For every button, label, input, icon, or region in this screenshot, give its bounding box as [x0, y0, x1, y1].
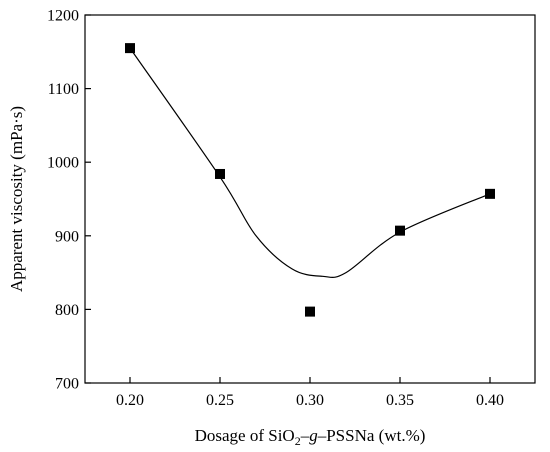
y-tick-label: 1100	[48, 81, 79, 98]
x-label-part: Dosage of SiO	[195, 426, 295, 445]
fit-curve	[129, 47, 491, 279]
y-tick-label: 700	[55, 376, 79, 393]
y-axis-ticks: 700 800 900 1000 1100 1200	[47, 8, 91, 393]
x-tick-label: 0.25	[206, 392, 234, 409]
plot-frame	[84, 14, 536, 384]
data-point	[215, 168, 225, 179]
y-axis-label: Apparent viscosity (mPa·s)	[7, 106, 26, 292]
x-tick-label: 0.30	[296, 392, 324, 409]
x-tick-label: 0.35	[386, 392, 414, 409]
x-label-part: –	[300, 426, 310, 445]
y-tick-label: 1200	[47, 8, 79, 25]
data-point	[395, 225, 405, 236]
y-tick-label: 1000	[47, 155, 79, 172]
x-tick-label: 0.20	[116, 392, 144, 409]
x-axis-ticks: 0.20 0.25 0.30 0.35 0.40	[116, 377, 504, 409]
data-points	[125, 43, 495, 317]
x-axis-label: Dosage of SiO2–g–PSSNa (wt.%)	[195, 426, 426, 448]
data-point	[125, 43, 135, 54]
x-label-part: –PSSNa (wt.%)	[317, 426, 426, 445]
x-tick-label: 0.40	[476, 392, 504, 409]
y-tick-label: 800	[55, 302, 79, 319]
data-point	[305, 306, 315, 317]
data-point	[485, 188, 495, 199]
x-label-part: g	[309, 426, 318, 445]
x-label-part: 2	[295, 434, 301, 448]
y-tick-label: 900	[55, 228, 79, 245]
